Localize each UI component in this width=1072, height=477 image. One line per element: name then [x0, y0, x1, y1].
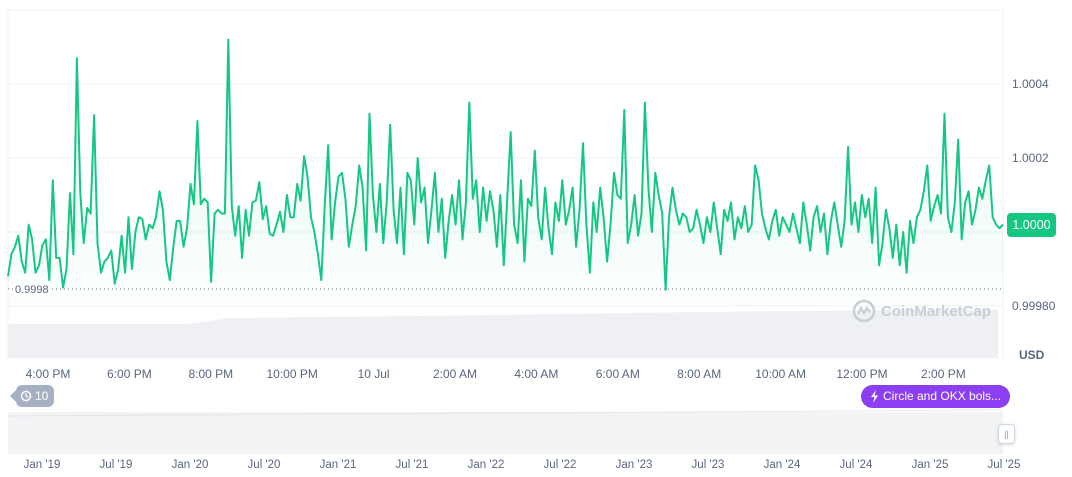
coinmarketcap-logo-icon — [852, 299, 876, 323]
navigator-x-tick: Jan '19 — [23, 459, 61, 471]
x-tick: 4:00 AM — [514, 367, 559, 381]
price-area — [8, 39, 1003, 306]
y-tick: 1.0002 — [1012, 151, 1049, 165]
history-events-button[interactable]: 10 — [9, 385, 55, 407]
news-event-button[interactable]: Circle and OKX bols... — [861, 385, 1011, 408]
navigator-x-tick: Jul '21 — [395, 459, 429, 471]
history-icon — [20, 390, 32, 402]
x-tick: 2:00 PM — [921, 367, 966, 381]
navigator-handle[interactable]: || — [998, 424, 1015, 444]
navigator-x-tick: Jul '20 — [247, 459, 281, 471]
navigator-x-tick: Jan '22 — [467, 459, 505, 471]
navigator-range[interactable] — [8, 412, 1003, 454]
price-line — [7, 38, 1004, 291]
watermark-text: CoinMarketCap — [881, 302, 992, 320]
x-tick: 10:00 PM — [266, 367, 318, 381]
navigator-x-tick: Jul '23 — [691, 459, 725, 471]
x-tick: 4:00 PM — [25, 367, 71, 381]
navigator-x-tick: Jan '25 — [911, 459, 949, 471]
currency-label: USD — [1019, 348, 1045, 362]
history-count: 10 — [35, 389, 49, 403]
x-tick: 12:00 PM — [836, 367, 888, 381]
x-tick: 8:00 AM — [677, 367, 722, 381]
navigator-x-tick: Jul '22 — [543, 459, 577, 471]
x-tick: 8:00 PM — [188, 367, 234, 381]
x-tick: 10 Jul — [357, 367, 390, 381]
news-label: Circle and OKX bols... — [883, 389, 1002, 403]
navigator-x-tick: Jul '24 — [839, 459, 873, 471]
current-price-badge: 1.0000 — [1007, 213, 1056, 237]
watermark: CoinMarketCap — [852, 299, 991, 323]
x-tick: 2:00 AM — [432, 367, 478, 381]
min-price-label: 0.9998 — [13, 284, 51, 296]
y-tick: 1.0004 — [1012, 77, 1049, 91]
navigator-line — [7, 409, 1004, 417]
navigator-x-tick: Jan '23 — [615, 459, 653, 471]
x-tick: 10:00 AM — [755, 367, 806, 381]
navigator-x-tick: Jan '21 — [319, 459, 357, 471]
x-tick: 6:00 AM — [595, 367, 640, 381]
navigator-x-tick: Jul '25 — [987, 459, 1021, 471]
navigator-x-tick: Jan '24 — [763, 459, 801, 471]
navigator-x-tick: Jul '19 — [99, 459, 133, 471]
y-tick: 0.99980 — [1012, 299, 1056, 313]
lightning-icon — [871, 390, 878, 403]
x-tick: 6:00 PM — [107, 367, 152, 381]
volume-bars — [8, 310, 998, 358]
navigator-x-tick: Jan '20 — [171, 459, 209, 471]
